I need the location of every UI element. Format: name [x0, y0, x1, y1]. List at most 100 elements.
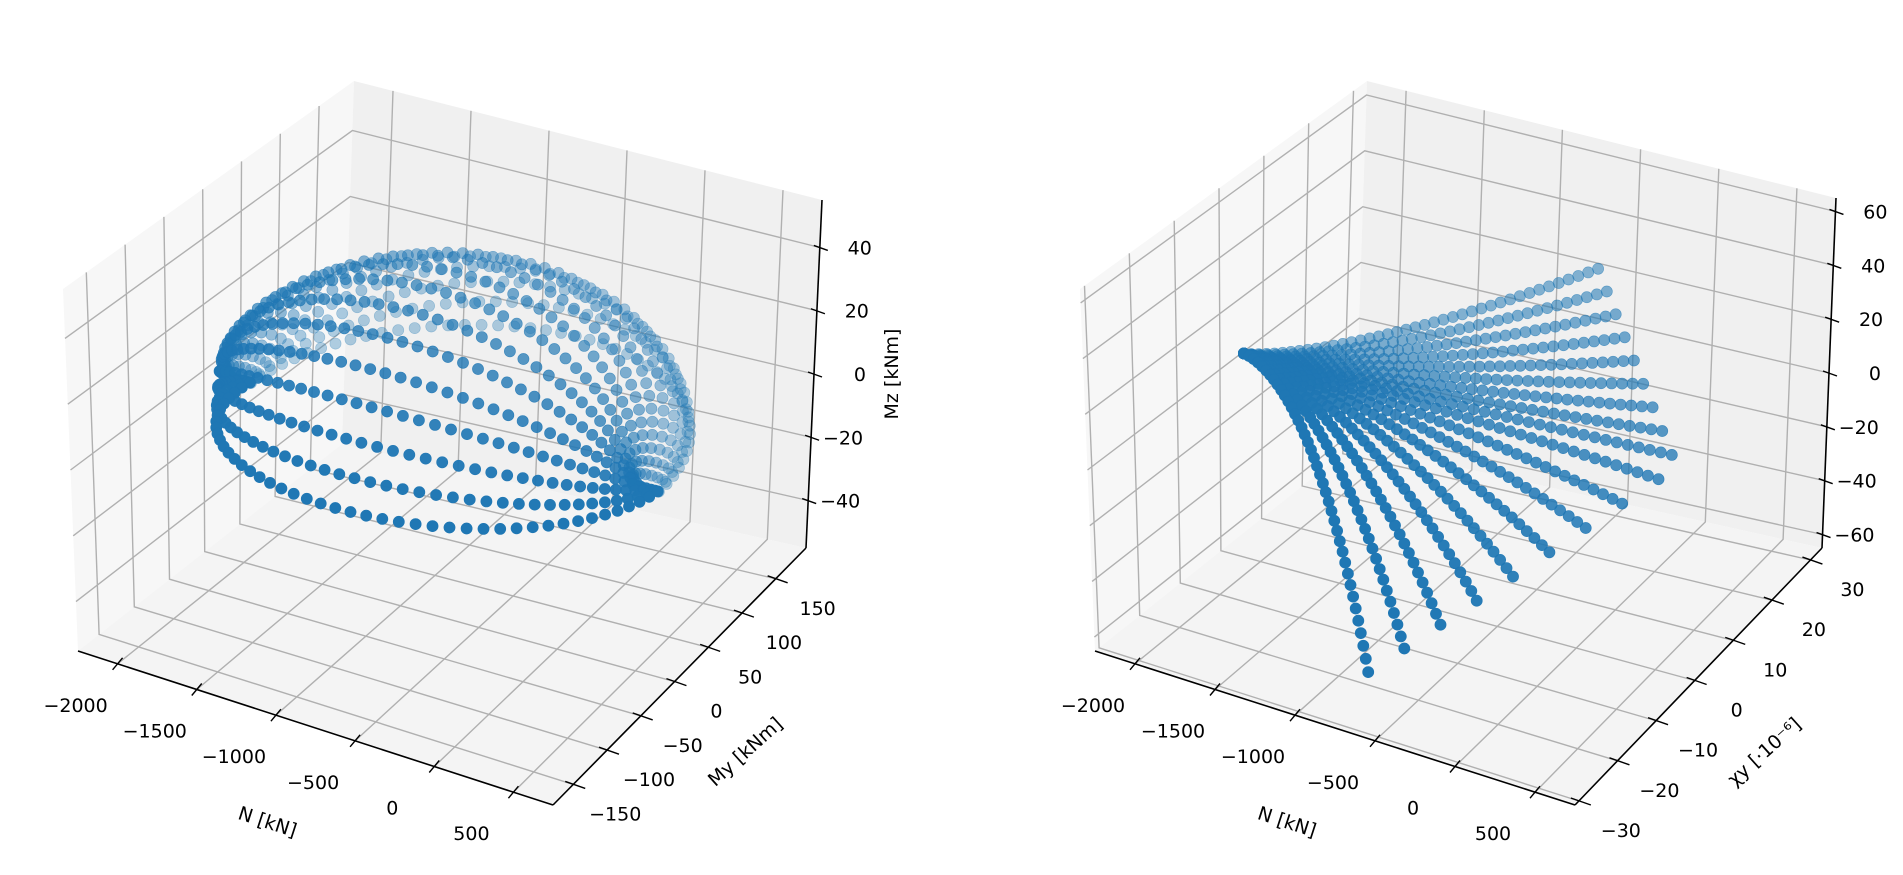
data-point [279, 450, 291, 463]
data-point [463, 493, 476, 506]
data-point [516, 258, 528, 271]
data-point [1568, 474, 1581, 487]
data-point [543, 269, 555, 281]
data-point [598, 483, 611, 495]
data-point [1487, 385, 1499, 398]
data-point [557, 320, 569, 333]
data-point [446, 251, 459, 264]
data-point [1563, 376, 1576, 389]
data-point [1610, 459, 1623, 472]
data-point [262, 408, 275, 421]
data-point [406, 259, 419, 271]
data-point [287, 317, 300, 330]
data-point [629, 329, 642, 342]
data-point [644, 330, 657, 343]
data-point [606, 343, 618, 356]
data-point [548, 343, 561, 355]
data-point [619, 323, 631, 336]
data-point [1571, 294, 1583, 306]
data-point [1448, 557, 1461, 570]
data-point [560, 478, 573, 491]
data-point [579, 291, 592, 303]
y-tick-label: −10 [1678, 740, 1718, 762]
data-point [661, 446, 674, 459]
data-point [613, 354, 626, 367]
x-tick-label: 0 [1407, 798, 1419, 820]
data-point [1626, 377, 1639, 390]
data-point [439, 297, 452, 310]
data-point [285, 416, 298, 429]
data-point [261, 374, 274, 387]
data-point [298, 420, 310, 433]
data-point [641, 325, 653, 338]
y-tick [1763, 596, 1785, 605]
data-point [666, 385, 679, 398]
data-point [476, 257, 489, 269]
data-point [676, 445, 688, 458]
y-tick [1802, 556, 1823, 565]
data-point [1432, 531, 1444, 543]
data-point [395, 276, 408, 289]
x-gridline [1294, 129, 1564, 716]
data-point [340, 432, 353, 445]
y-tick-label: −150 [589, 803, 641, 825]
z-tick-label: −60 [1834, 525, 1874, 547]
data-point [523, 325, 536, 338]
data-point [600, 294, 613, 307]
data-point [501, 376, 513, 389]
data-point [1511, 374, 1524, 387]
data-point [1511, 413, 1524, 426]
data-point [394, 371, 407, 384]
data-point [425, 381, 438, 394]
data-point [1398, 642, 1411, 655]
data-point [1540, 391, 1552, 404]
data-point [430, 489, 442, 501]
z-tick-label: −40 [820, 491, 860, 513]
data-point [1528, 532, 1541, 544]
x-gridline [1454, 168, 1720, 768]
data-point [272, 344, 285, 357]
x-gridline [1214, 110, 1485, 691]
data-point [683, 436, 695, 449]
x-axis-label: N [kN] [1255, 803, 1319, 843]
data-point [1443, 548, 1456, 561]
data-point [631, 317, 644, 330]
data-point [558, 498, 571, 511]
data-point [1496, 345, 1509, 358]
data-point [517, 353, 530, 365]
data-point [1529, 324, 1542, 337]
data-point [1584, 377, 1597, 389]
data-point [1421, 341, 1433, 353]
data-point [1502, 471, 1515, 483]
x-tick-label: −500 [1307, 772, 1359, 794]
data-point [410, 376, 422, 389]
data-point [1525, 432, 1538, 444]
data-point [1454, 507, 1467, 520]
data-point [610, 414, 623, 427]
data-point [1430, 339, 1443, 352]
data-point [610, 494, 623, 507]
x-tick [1129, 657, 1141, 671]
data-point [1580, 412, 1593, 425]
data-point [1656, 425, 1669, 437]
data-point [1595, 377, 1607, 390]
data-point [1328, 514, 1341, 527]
data-point [452, 459, 465, 472]
y-gridline [1083, 285, 1580, 802]
data-point [645, 402, 658, 415]
data-point [677, 405, 689, 418]
data-point [469, 297, 481, 310]
data-point [1443, 360, 1455, 373]
data-point [569, 439, 581, 451]
data-point [501, 254, 514, 267]
data-point [610, 384, 623, 396]
data-point [1424, 329, 1437, 342]
data-point [472, 397, 485, 410]
data-point [387, 444, 399, 457]
data-point [594, 415, 606, 427]
x-tick [1449, 760, 1461, 773]
y-tick [632, 712, 653, 721]
z-tick-label: 60 [1863, 201, 1887, 223]
data-point [518, 272, 531, 284]
data-point [636, 364, 648, 377]
